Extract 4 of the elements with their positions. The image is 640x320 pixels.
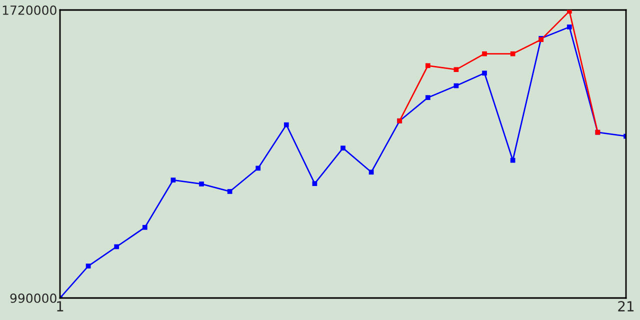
y-tick-label: 990000 bbox=[10, 293, 56, 303]
x-tick-label: 1 bbox=[57, 301, 64, 312]
x-tick-label: 21 bbox=[618, 301, 634, 312]
y-tick-label: 1720000 bbox=[2, 5, 56, 15]
